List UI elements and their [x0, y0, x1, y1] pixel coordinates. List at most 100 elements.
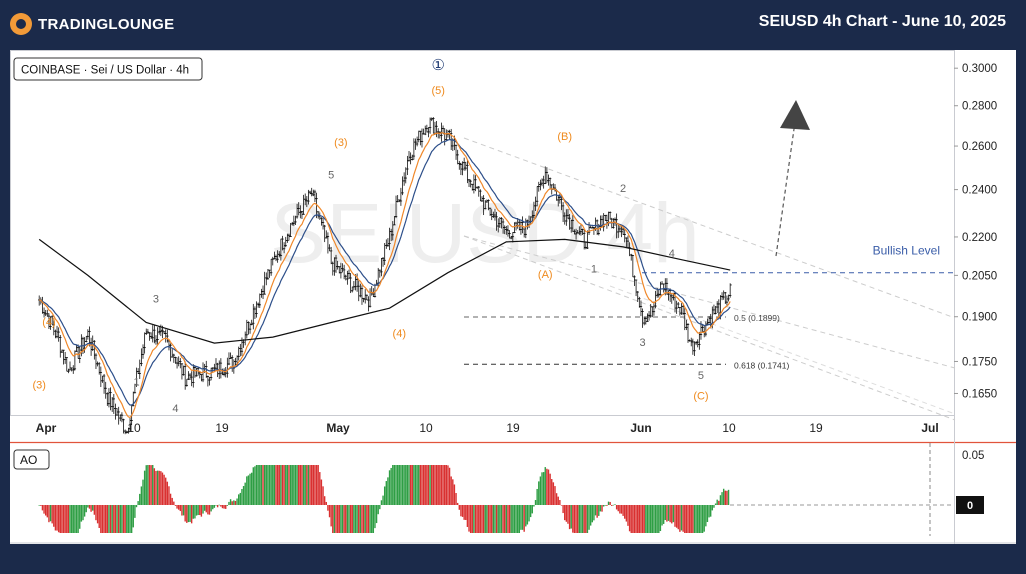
ao-bar: [507, 505, 509, 533]
ao-bar: [585, 505, 587, 533]
candle: [185, 378, 189, 387]
ao-bar: [698, 505, 701, 533]
x-axis-layer: Apr 10 19 May 10 19 Jun 10 19 Jul: [36, 421, 939, 435]
ao-bar: [387, 477, 389, 505]
ao-bar: [88, 505, 91, 509]
ao-bar: [236, 498, 238, 505]
wave-label: 1: [591, 264, 597, 276]
ao-bar: [716, 499, 718, 505]
ao-bar: [546, 468, 548, 505]
ao-bar: [134, 505, 136, 518]
ao-bar: [252, 467, 254, 505]
symbol-label[interactable]: COINBASE · Sei / US Dollar · 4h: [21, 65, 189, 77]
ao-bar: [656, 505, 658, 533]
ao-bar: [684, 505, 686, 533]
ao-bar: [640, 505, 642, 533]
candle: [360, 285, 364, 305]
candle: [368, 288, 372, 308]
ao-bar: [596, 505, 598, 518]
chart-svg[interactable]: SEIUSD 4h COINBASE · Sei / US Dollar · 4…: [10, 50, 1016, 544]
candle: [239, 343, 242, 357]
candle: [419, 130, 422, 146]
ao-bar: [114, 505, 117, 533]
ao-bar: [705, 505, 707, 527]
chart-frame[interactable]: SEIUSD 4h COINBASE · Sei / US Dollar · 4…: [10, 50, 1016, 544]
ao-bar: [554, 486, 556, 505]
ao-bar: [40, 505, 42, 506]
ao-bar: [651, 505, 654, 533]
ao-bar: [345, 505, 347, 533]
candle: [261, 285, 265, 299]
ao-bar: [562, 505, 564, 514]
ao-bar: [593, 505, 595, 521]
ao-bar: [666, 505, 668, 522]
ao-label[interactable]: AO: [20, 453, 37, 467]
ao-bar: [589, 505, 592, 526]
wave-label: (B): [557, 131, 572, 143]
brand-logo[interactable]: TRADINGLOUNGE: [10, 12, 174, 36]
ao-bar: [122, 505, 125, 533]
candle: [425, 124, 429, 133]
candle: [412, 138, 416, 160]
candle: [195, 367, 199, 377]
ao-bar: [622, 505, 624, 516]
ao-bar: [174, 505, 177, 506]
candle: [675, 300, 679, 314]
candle: [357, 280, 361, 302]
candle: [712, 304, 716, 315]
ao-bar: [453, 484, 456, 505]
ao-bar: [409, 465, 412, 505]
ao-bar: [62, 505, 65, 533]
ao-bar: [161, 472, 164, 505]
candle: [445, 129, 448, 141]
ao-bar: [182, 505, 185, 516]
logo-icon: [10, 13, 32, 35]
ao-bar: [564, 505, 566, 521]
candle: [86, 329, 90, 340]
ao-bar: [304, 465, 306, 505]
ao-bar: [268, 465, 271, 505]
ao-bar: [466, 505, 469, 527]
ao-bar: [486, 505, 488, 533]
ao-bar: [147, 465, 149, 505]
ao-bar: [223, 505, 225, 509]
ao-bar: [202, 505, 204, 514]
ao-bar: [667, 505, 670, 521]
candle: [652, 301, 656, 316]
candle: [206, 375, 210, 387]
ao-bar: [208, 505, 211, 515]
ao-bar: [361, 505, 363, 533]
ao-label-box: [13, 449, 50, 470]
ao-bar: [565, 505, 568, 522]
ao-bar: [534, 500, 537, 505]
candle: [406, 155, 409, 176]
candle: [208, 377, 212, 386]
ao-bar: [437, 465, 439, 505]
ao-bar: [606, 505, 608, 506]
candle: [140, 348, 143, 367]
ao-bar: [693, 505, 696, 533]
ao-bar: [448, 467, 451, 505]
ao-bar: [38, 505, 40, 506]
candle: [102, 373, 106, 394]
ao-bar: [406, 465, 409, 505]
ao-bar: [145, 465, 147, 505]
ao-bar: [158, 470, 160, 505]
ao-bar: [560, 505, 563, 506]
ao-bar: [492, 505, 495, 533]
candle: [454, 144, 458, 160]
ao-bar: [481, 505, 483, 533]
ao-bar: [229, 499, 232, 505]
ao-bar: [624, 505, 626, 519]
wave-label: 5: [698, 370, 704, 382]
ao-bar: [627, 505, 629, 526]
candle: [151, 325, 155, 343]
ao-bar: [48, 505, 50, 523]
ao-bar: [56, 505, 58, 531]
candle: [633, 275, 637, 286]
ao-bar: [573, 505, 576, 533]
ao-bar: [285, 465, 287, 505]
ao-bar: [59, 505, 61, 533]
ao-bar: [515, 505, 517, 533]
ao-bar: [542, 472, 545, 505]
